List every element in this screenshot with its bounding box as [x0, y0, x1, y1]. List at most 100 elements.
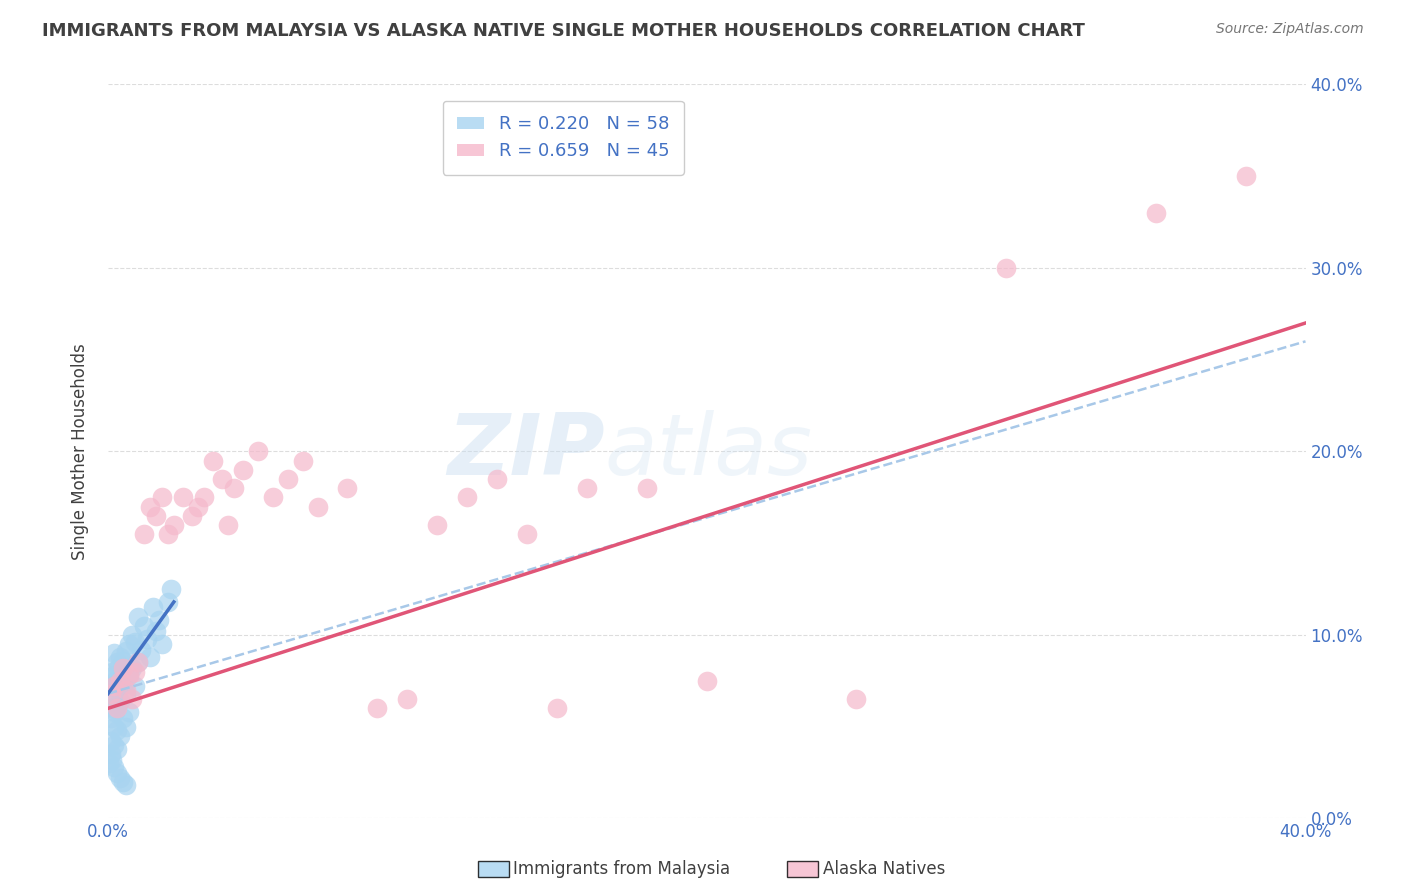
- Point: [104, 673, 127, 688]
- Point: [108, 673, 131, 688]
- Point: [217, 517, 239, 532]
- Point: [105, 701, 128, 715]
- Point: [115, 687, 138, 701]
- Point: [115, 644, 138, 658]
- Point: [486, 472, 509, 486]
- Point: [1234, 169, 1257, 184]
- Point: [108, 729, 131, 743]
- Point: [105, 656, 128, 670]
- Text: atlas: atlas: [605, 410, 813, 493]
- Text: Alaska Natives: Alaska Natives: [823, 860, 945, 878]
- Point: [135, 632, 157, 646]
- Text: Source: ZipAtlas.com: Source: ZipAtlas.com: [1216, 22, 1364, 37]
- Point: [129, 642, 152, 657]
- Point: [118, 637, 141, 651]
- Point: [124, 635, 146, 649]
- Point: [127, 609, 149, 624]
- Point: [118, 668, 141, 682]
- Point: [121, 661, 143, 675]
- Point: [118, 705, 141, 719]
- Point: [100, 710, 122, 724]
- Point: [201, 453, 224, 467]
- Point: [108, 694, 131, 708]
- Point: [575, 481, 598, 495]
- Point: [145, 508, 167, 523]
- Point: [180, 508, 202, 523]
- Point: [156, 595, 179, 609]
- Point: [160, 582, 183, 596]
- Point: [222, 481, 245, 495]
- Point: [150, 637, 173, 651]
- Point: [100, 747, 122, 762]
- Point: [336, 481, 359, 495]
- Point: [148, 613, 170, 627]
- Point: [107, 683, 129, 698]
- Point: [142, 600, 165, 615]
- Point: [211, 472, 233, 486]
- Point: [103, 679, 125, 693]
- Point: [103, 738, 125, 752]
- Point: [121, 628, 143, 642]
- Point: [995, 260, 1018, 275]
- Point: [124, 679, 146, 693]
- Point: [262, 491, 284, 505]
- Point: [366, 701, 388, 715]
- Point: [127, 656, 149, 670]
- Point: [636, 481, 658, 495]
- Point: [516, 527, 538, 541]
- Point: [426, 517, 449, 532]
- Point: [98, 679, 121, 693]
- Point: [156, 527, 179, 541]
- Point: [101, 701, 124, 715]
- Point: [845, 692, 868, 706]
- Point: [111, 677, 134, 691]
- Point: [115, 683, 138, 698]
- Point: [396, 692, 419, 706]
- Point: [187, 500, 209, 514]
- Text: Immigrants from Malaysia: Immigrants from Malaysia: [513, 860, 730, 878]
- Point: [105, 698, 128, 712]
- Text: ZIP: ZIP: [447, 410, 605, 493]
- Point: [139, 500, 162, 514]
- Point: [139, 650, 162, 665]
- Legend: R = 0.220   N = 58, R = 0.659   N = 45: R = 0.220 N = 58, R = 0.659 N = 45: [443, 101, 683, 175]
- Point: [101, 753, 124, 767]
- Point: [103, 720, 125, 734]
- Point: [108, 771, 131, 785]
- Point: [246, 444, 269, 458]
- Point: [291, 453, 314, 467]
- Point: [103, 668, 125, 682]
- Point: [101, 665, 124, 679]
- Point: [98, 756, 121, 771]
- Point: [163, 517, 186, 532]
- Point: [121, 692, 143, 706]
- Point: [115, 720, 138, 734]
- Point: [105, 765, 128, 780]
- Point: [103, 760, 125, 774]
- Point: [111, 774, 134, 789]
- Point: [107, 661, 129, 675]
- Point: [105, 723, 128, 738]
- Point: [105, 679, 128, 693]
- Point: [115, 779, 138, 793]
- Point: [100, 734, 122, 748]
- Point: [110, 666, 132, 681]
- Point: [132, 619, 155, 633]
- Point: [456, 491, 478, 505]
- Point: [111, 710, 134, 724]
- Point: [124, 665, 146, 679]
- Point: [103, 687, 125, 701]
- Point: [111, 654, 134, 668]
- Point: [277, 472, 299, 486]
- Point: [145, 624, 167, 639]
- Point: [546, 701, 568, 715]
- Point: [105, 741, 128, 756]
- Y-axis label: Single Mother Households: Single Mother Households: [72, 343, 89, 560]
- Point: [1144, 206, 1167, 220]
- Point: [108, 672, 131, 686]
- Point: [232, 463, 254, 477]
- Point: [132, 527, 155, 541]
- Point: [307, 500, 329, 514]
- Point: [108, 650, 131, 665]
- Point: [118, 668, 141, 682]
